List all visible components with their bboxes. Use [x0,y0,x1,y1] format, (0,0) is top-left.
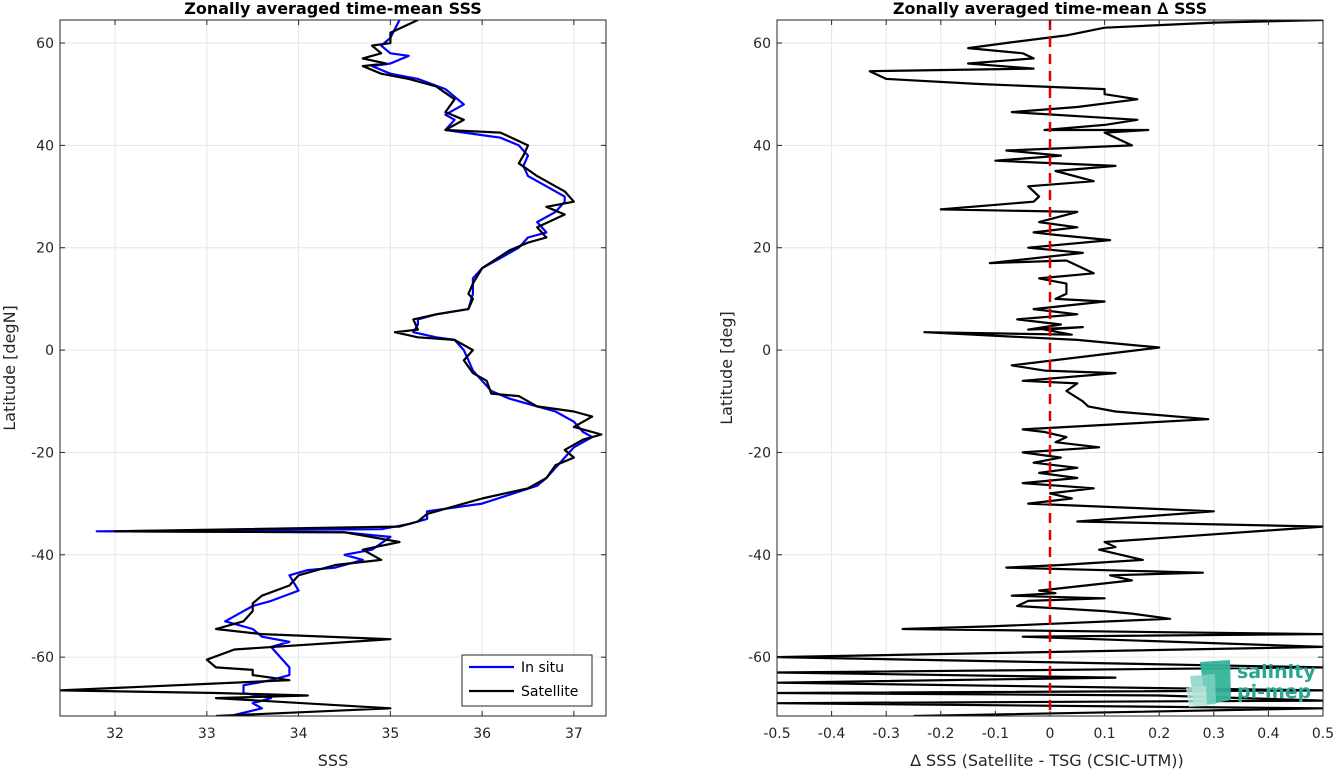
sss-y-tick-label: 60 [36,36,54,52]
sss-y-tick-label: -60 [31,650,54,666]
delta-y-tick-label: -20 [748,445,771,461]
sss-y-label: Latitude [degN] [0,305,19,431]
logo-text-salinity: salinity [1237,661,1316,683]
legend-label-in-situ: In situ [521,660,564,676]
sss-grid [60,20,606,716]
sss-x-ticks: 32 33 34 35 36 37 [106,20,583,742]
delta-y-tick-label: -60 [748,650,771,666]
salinity-pi-mep-logo: salinity pi-mep [1186,660,1316,707]
sss-x-tick-label: 36 [473,726,491,742]
sss-axes-box [59,19,607,717]
delta-x-tick-label: 0.5 [1312,726,1334,742]
sss-series-clip [60,20,603,716]
sss-x-tick-label: 35 [381,726,399,742]
delta-y-tick-label: -40 [748,548,771,564]
delta-y-tick-label: 40 [753,138,771,154]
sss-title: Zonally averaged time-mean SSS [184,0,482,18]
sss-x-tick-label: 34 [290,726,308,742]
delta-series-clip [777,20,1323,716]
delta-y-label: Latitude [deg] [717,311,736,425]
delta-line-delta [777,20,1323,716]
sss-y-tick-label: 0 [45,343,54,359]
sss-y-ticks: -60 -40 -20 0 20 40 60 [31,36,606,666]
sss-y-tick-label: -40 [31,548,54,564]
delta-x-tick-label: 0.3 [1203,726,1225,742]
logo-icon [1186,660,1231,707]
sss-plot-area [60,20,606,716]
delta-title: Zonally averaged time-mean ∆ SSS [893,0,1207,18]
delta-x-tick-label: 0 [1046,726,1055,742]
sss-legend: In situ Satellite [461,654,593,707]
sss-line-satellite [60,20,603,716]
delta-y-tick-label: 20 [753,241,771,257]
delta-x-tick-label: -0.3 [873,726,900,742]
delta-x-tick-label: -0.5 [763,726,790,742]
sss-y-tick-label: 20 [36,241,54,257]
sss-panel: 32 33 34 35 36 37 -60 -40 -20 0 20 40 60 Zonally av… [0,0,607,769]
sss-x-tick-label: 32 [106,726,124,742]
delta-x-tick-label: 0.4 [1257,726,1279,742]
legend-box [461,654,593,707]
delta-x-tick-label: -0.4 [818,726,845,742]
delta-sss-panel: -0.5 -0.4 -0.3 -0.2 -0.1 0 0.1 0.2 0.3 0.4 0.5 -60… [717,0,1334,769]
delta-y-tick-label: 60 [753,36,771,52]
delta-x-ticks: -0.5 -0.4 -0.3 -0.2 -0.1 0 0.1 0.2 0.3 0.4 0.5 [763,20,1334,742]
legend-label-satellite: Satellite [521,684,578,700]
sss-x-tick-label: 33 [198,726,216,742]
sss-series-group [60,20,603,716]
sss-y-tick-label: 40 [36,138,54,154]
delta-y-ticks: -60 -40 -20 0 20 40 60 [748,36,1323,666]
delta-x-tick-label: 0.1 [1093,726,1115,742]
delta-x-label: ∆ SSS (Satellite - TSG (CSIC-UTM)) [909,751,1183,769]
sss-x-label: SSS [318,751,348,769]
delta-x-tick-label: -0.2 [927,726,954,742]
delta-series-group [777,20,1323,716]
delta-x-tick-label: 0.2 [1148,726,1170,742]
delta-y-tick-label: 0 [762,343,771,359]
sss-x-tick-label: 37 [565,726,583,742]
logo-text-pi-mep: pi-mep [1237,681,1311,703]
sss-line-in-situ [95,20,594,716]
delta-x-tick-label: -0.1 [982,726,1009,742]
sss-y-tick-label: -20 [31,445,54,461]
